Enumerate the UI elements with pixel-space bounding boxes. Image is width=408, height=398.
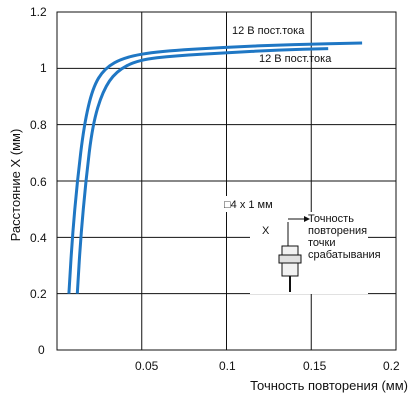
x-tick-label: 0.05 bbox=[135, 359, 159, 373]
size-label: □4 х 1 мм bbox=[224, 199, 273, 211]
sensor-nut bbox=[278, 254, 302, 264]
x-symbol: X bbox=[262, 225, 270, 237]
y-tick-label: 0.4 bbox=[30, 231, 47, 245]
diagram-caption-line: повторения bbox=[308, 225, 367, 237]
series-label-lower: 12 В пост.тока bbox=[259, 53, 332, 65]
sensor-diagram: □4 х 1 мм X Точность повторения точки сраба… bbox=[224, 196, 381, 294]
x-axis-title: Точность повторения (мм) bbox=[250, 378, 408, 393]
x-tick-label: 0.15 bbox=[303, 359, 327, 373]
diagram-caption-line: точки bbox=[308, 237, 335, 249]
diagram-label-bg bbox=[224, 196, 290, 212]
x-tick-labels: 0.05 0.1 0.15 0.2 bbox=[135, 359, 400, 373]
x-tick-label: 0.2 bbox=[383, 359, 400, 373]
diagram-caption-line: срабатывания bbox=[308, 249, 381, 261]
series-line-upper bbox=[67, 41, 363, 294]
y-tick-labels: 0 0.2 0.4 0.6 0.8 1 1.2 bbox=[30, 5, 47, 357]
x-tick-label: 0.1 bbox=[219, 359, 236, 373]
y-tick-label: 0 bbox=[38, 343, 45, 357]
y-tick-label: 1.2 bbox=[30, 5, 47, 19]
diagram-caption-line: Точность bbox=[308, 213, 354, 225]
y-tick-label: 1 bbox=[40, 61, 47, 75]
arrow-head-icon bbox=[304, 216, 310, 222]
series-line-lower bbox=[75, 47, 329, 294]
series-label-upper: 12 В пост.тока bbox=[232, 25, 305, 37]
y-axis-title: Расстояние X (мм) bbox=[8, 129, 23, 242]
y-tick-label: 0.8 bbox=[30, 118, 47, 132]
diagram-bg bbox=[250, 212, 368, 294]
diagram-caption: Точность повторения точки срабатывания bbox=[308, 213, 381, 261]
grid bbox=[57, 12, 396, 350]
y-tick-label: 0.2 bbox=[30, 287, 47, 301]
y-tick-label: 0.6 bbox=[30, 175, 47, 189]
